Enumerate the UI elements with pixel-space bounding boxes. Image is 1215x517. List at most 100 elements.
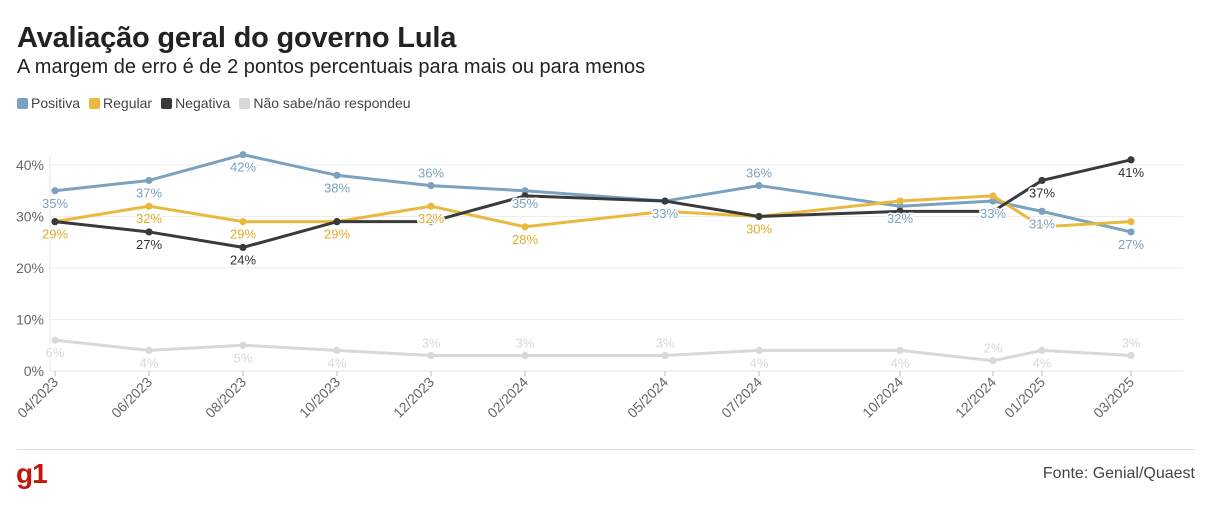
x-tick-label: 10/2024	[859, 374, 906, 421]
x-tick-label: 01/2025	[1001, 374, 1048, 421]
data-label: 29%	[324, 227, 350, 242]
data-point[interactable]	[755, 346, 763, 354]
data-point[interactable]	[145, 346, 153, 354]
data-point[interactable]	[1127, 218, 1135, 226]
data-label: 6%	[46, 345, 65, 360]
data-point[interactable]	[333, 346, 341, 354]
x-tick-label: 05/2024	[624, 374, 671, 421]
data-label: 3%	[1122, 336, 1141, 351]
data-point[interactable]	[427, 202, 435, 210]
data-point[interactable]	[145, 176, 153, 185]
series-line-1	[53, 194, 1133, 229]
data-point[interactable]	[896, 202, 904, 210]
y-tick-label: 30%	[16, 209, 44, 225]
data-label: 27%	[1118, 237, 1144, 252]
data-label: 35%	[42, 196, 68, 211]
data-label: 30%	[746, 222, 772, 237]
data-point[interactable]	[989, 192, 997, 200]
data-label: 27%	[136, 237, 162, 252]
data-label: 4%	[1033, 355, 1052, 370]
data-point[interactable]	[755, 212, 763, 221]
data-point[interactable]	[51, 187, 59, 195]
data-point[interactable]	[1038, 176, 1046, 185]
legend-item-positiva[interactable]: Positiva	[17, 95, 80, 111]
data-point[interactable]	[896, 346, 904, 354]
data-point[interactable]	[239, 151, 247, 159]
legend-item-regular[interactable]: Regular	[89, 95, 152, 111]
data-point[interactable]	[333, 218, 341, 226]
data-point[interactable]	[896, 197, 904, 205]
line-chart: 0% 10% 20% 30% 40% 04/2023 06/2023 08/2023 10/20…	[14, 151, 1183, 421]
data-point[interactable]	[989, 357, 997, 365]
data-point[interactable]	[989, 197, 997, 205]
legend-item-nao-sabe[interactable]: Não sabe/não respondeu	[239, 95, 411, 111]
data-label: 2%	[984, 341, 1003, 356]
series	[51, 151, 1135, 365]
data-point[interactable]	[521, 223, 529, 231]
legend-swatch	[161, 97, 173, 109]
data-point[interactable]	[661, 351, 669, 360]
data-point[interactable]	[145, 202, 153, 210]
legend-swatch	[89, 97, 101, 109]
data-point[interactable]	[989, 207, 997, 215]
data-point[interactable]	[239, 218, 247, 226]
data-point[interactable]	[1038, 346, 1046, 354]
data-point[interactable]	[1127, 156, 1135, 164]
legend-label: Regular	[103, 95, 153, 111]
data-point[interactable]	[521, 192, 529, 200]
source-note: Fonte: Genial/Quaest	[1042, 465, 1195, 482]
x-tick-label: 02/2024	[484, 374, 531, 421]
series-line-2	[53, 158, 1133, 249]
legend-swatch	[239, 97, 251, 109]
data-label: 29%	[230, 227, 256, 242]
grid	[49, 155, 1183, 372]
data-label: 4%	[750, 355, 769, 370]
data-point[interactable]	[51, 336, 59, 344]
data-label: 36%	[418, 166, 444, 181]
legend-item-negativa[interactable]: Negativa	[161, 95, 230, 111]
data-point[interactable]	[896, 207, 904, 215]
x-tick-label: 10/2023	[296, 374, 343, 421]
data-label: 36%	[746, 166, 772, 181]
legend-label: Positiva	[31, 95, 81, 111]
data-point[interactable]	[755, 182, 763, 190]
x-tick-label: 07/2024	[718, 374, 765, 421]
x-tick-label: 12/2023	[390, 374, 437, 421]
data-label: 32%	[418, 211, 444, 226]
x-tick-label: 03/2025	[1090, 374, 1137, 421]
data-point[interactable]	[1038, 207, 1046, 215]
y-tick-label: 40%	[16, 157, 44, 173]
data-label: 37%	[136, 185, 162, 200]
x-tick-label: 06/2023	[108, 374, 155, 421]
data-label: 32%	[136, 211, 162, 226]
data-label: 35%	[512, 196, 538, 211]
data-point[interactable]	[333, 171, 341, 179]
data-label: 4%	[891, 355, 910, 370]
data-point[interactable]	[1127, 351, 1135, 360]
data-label: 4%	[328, 355, 347, 370]
data-label: 3%	[656, 336, 675, 351]
legend-swatch	[17, 97, 28, 109]
data-point[interactable]	[521, 187, 529, 195]
data-label: 24%	[230, 252, 256, 267]
data-label: 38%	[324, 180, 350, 195]
data-label: 37%	[1029, 185, 1055, 200]
data-point[interactable]	[145, 228, 153, 236]
data-label: 3%	[516, 336, 535, 351]
y-tick-label: 0%	[24, 363, 44, 379]
data-point[interactable]	[427, 351, 435, 360]
data-point[interactable]	[661, 207, 669, 215]
data-point[interactable]	[1127, 228, 1135, 236]
data-point[interactable]	[239, 243, 247, 251]
data-point[interactable]	[51, 218, 59, 226]
data-point[interactable]	[521, 351, 529, 360]
legend: Positiva Regular Negativa Não sabe/não r…	[17, 95, 420, 111]
x-tick-label: 12/2024	[952, 374, 999, 421]
data-point[interactable]	[1038, 223, 1046, 231]
data-point[interactable]	[427, 218, 435, 226]
legend-label: Não sabe/não respondeu	[253, 95, 411, 111]
data-point[interactable]	[239, 341, 247, 349]
footer-divider	[17, 449, 1195, 450]
data-point[interactable]	[427, 182, 435, 190]
data-point[interactable]	[661, 197, 669, 205]
